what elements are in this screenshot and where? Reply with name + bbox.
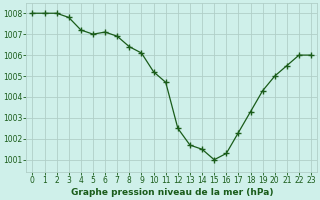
- X-axis label: Graphe pression niveau de la mer (hPa): Graphe pression niveau de la mer (hPa): [70, 188, 273, 197]
